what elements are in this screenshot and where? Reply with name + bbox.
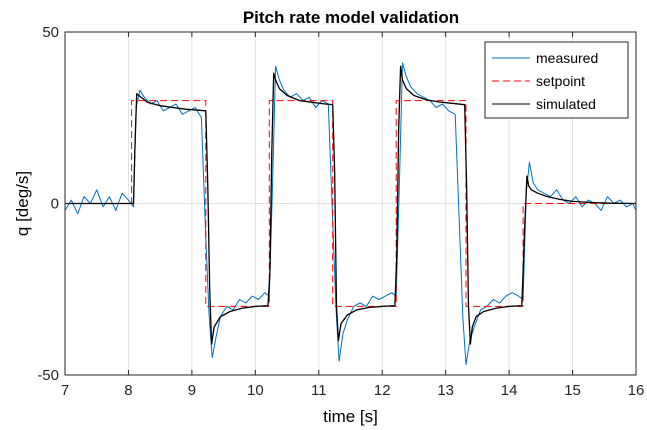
y-tick-label: -50 (37, 367, 59, 384)
x-tick-label: 7 (61, 382, 69, 399)
x-axis-label: time [s] (323, 407, 378, 426)
x-tick-label: 10 (247, 382, 264, 399)
series-line-simulated (65, 65, 637, 345)
chart-title: Pitch rate model validation (243, 8, 459, 27)
legend-box (484, 41, 629, 119)
axis-ticks: 7 8 9 10 11 12 13 14 15 16 -50 0 50 (37, 24, 644, 399)
x-tick-label: 15 (564, 382, 581, 399)
legend-label-setpoint: setpoint (536, 73, 585, 89)
x-tick-label: 12 (374, 382, 391, 399)
y-tick-label: 50 (42, 24, 59, 41)
series-layer (64, 62, 637, 366)
legend-label-measured: measured (536, 50, 598, 66)
x-tick-label: 9 (188, 382, 196, 399)
x-tick-label: 14 (501, 382, 518, 399)
legend-label-simulated: simulated (536, 96, 596, 112)
x-tick-label: 8 (124, 382, 132, 399)
series-line-measured (64, 62, 637, 366)
series-line-setpoint (65, 100, 636, 307)
y-axis-label: q [deg/s] (13, 171, 32, 236)
x-tick-label: 11 (311, 382, 327, 399)
legend: measured setpoint simulated (484, 41, 629, 119)
y-tick-label: 0 (51, 196, 59, 213)
x-tick-label: 16 (628, 382, 645, 399)
x-tick-label: 13 (437, 382, 454, 399)
